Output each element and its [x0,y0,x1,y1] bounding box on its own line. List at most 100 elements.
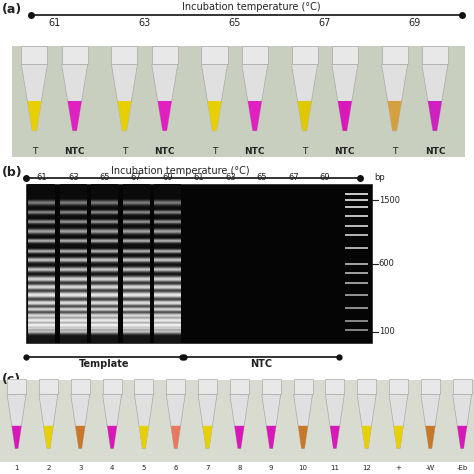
Polygon shape [230,394,249,448]
FancyBboxPatch shape [135,379,154,394]
Text: 69: 69 [162,173,173,182]
FancyBboxPatch shape [345,247,368,249]
Polygon shape [426,426,435,448]
Polygon shape [389,394,408,448]
Polygon shape [27,101,41,131]
FancyBboxPatch shape [453,379,472,394]
Text: (a): (a) [2,3,23,16]
FancyBboxPatch shape [332,46,358,64]
Polygon shape [62,64,88,131]
Polygon shape [388,101,401,131]
Text: T: T [32,147,37,156]
Polygon shape [242,64,268,131]
FancyBboxPatch shape [201,46,228,64]
FancyBboxPatch shape [345,215,368,217]
Polygon shape [325,394,344,448]
Text: 69: 69 [319,173,330,182]
Polygon shape [362,426,372,448]
FancyBboxPatch shape [21,46,47,64]
Text: T: T [122,147,127,156]
Text: NTC: NTC [425,147,445,156]
Text: 12: 12 [362,465,371,471]
Text: NTC: NTC [251,358,273,368]
Polygon shape [21,64,47,131]
Polygon shape [166,394,185,448]
Polygon shape [332,64,358,131]
Polygon shape [457,426,467,448]
Text: -W: -W [426,465,435,471]
Polygon shape [292,64,318,131]
Polygon shape [428,101,442,131]
Polygon shape [248,101,262,131]
FancyBboxPatch shape [389,379,408,394]
FancyBboxPatch shape [71,379,90,394]
Text: +: + [396,465,401,471]
Text: 65: 65 [228,18,241,28]
Polygon shape [382,64,408,131]
Polygon shape [393,426,403,448]
Polygon shape [68,101,82,131]
FancyBboxPatch shape [7,379,26,394]
Text: 2: 2 [46,465,51,471]
Text: 65: 65 [257,173,267,182]
FancyBboxPatch shape [345,272,368,274]
Polygon shape [111,64,137,131]
FancyBboxPatch shape [421,379,440,394]
Polygon shape [7,394,26,448]
Polygon shape [71,394,90,448]
Text: 100: 100 [379,327,394,336]
FancyBboxPatch shape [325,379,344,394]
Text: 63: 63 [68,173,79,182]
FancyBboxPatch shape [262,379,281,394]
Text: 5: 5 [142,465,146,471]
Text: bp: bp [374,173,385,182]
FancyBboxPatch shape [39,379,58,394]
FancyBboxPatch shape [345,206,368,208]
FancyBboxPatch shape [292,46,318,64]
Text: NTC: NTC [155,147,175,156]
FancyBboxPatch shape [345,193,368,195]
Text: 65: 65 [100,173,110,182]
FancyBboxPatch shape [0,380,474,462]
FancyBboxPatch shape [230,379,249,394]
Polygon shape [293,394,312,448]
Polygon shape [208,101,221,131]
Text: 4: 4 [110,465,114,471]
Text: NTC: NTC [335,147,355,156]
FancyBboxPatch shape [345,225,368,227]
FancyBboxPatch shape [382,46,408,64]
Polygon shape [44,426,53,448]
Polygon shape [12,426,21,448]
Text: 600: 600 [379,259,394,268]
Polygon shape [171,426,181,448]
Polygon shape [39,394,58,448]
Text: Incubation temperature (°C): Incubation temperature (°C) [182,1,320,12]
Polygon shape [298,101,311,131]
FancyBboxPatch shape [357,379,376,394]
FancyBboxPatch shape [242,46,268,64]
Text: 10: 10 [299,465,308,471]
Text: 1: 1 [14,465,19,471]
Text: 67: 67 [131,173,142,182]
Text: 11: 11 [330,465,339,471]
Polygon shape [262,394,281,448]
Text: T: T [212,147,217,156]
FancyBboxPatch shape [345,282,368,284]
Text: 67: 67 [319,18,331,28]
Polygon shape [298,426,308,448]
FancyBboxPatch shape [422,46,448,64]
Polygon shape [338,101,352,131]
Polygon shape [357,394,376,448]
Text: Incubation temperature (°C): Incubation temperature (°C) [111,165,249,175]
Text: (b): (b) [2,165,23,179]
Polygon shape [453,394,472,448]
Polygon shape [198,394,217,448]
Text: NTC: NTC [64,147,85,156]
Text: 3: 3 [78,465,82,471]
Text: 67: 67 [288,173,299,182]
Text: 69: 69 [409,18,421,28]
Text: (c): (c) [2,373,21,386]
Polygon shape [139,426,149,448]
FancyBboxPatch shape [26,184,372,343]
FancyBboxPatch shape [345,234,368,236]
